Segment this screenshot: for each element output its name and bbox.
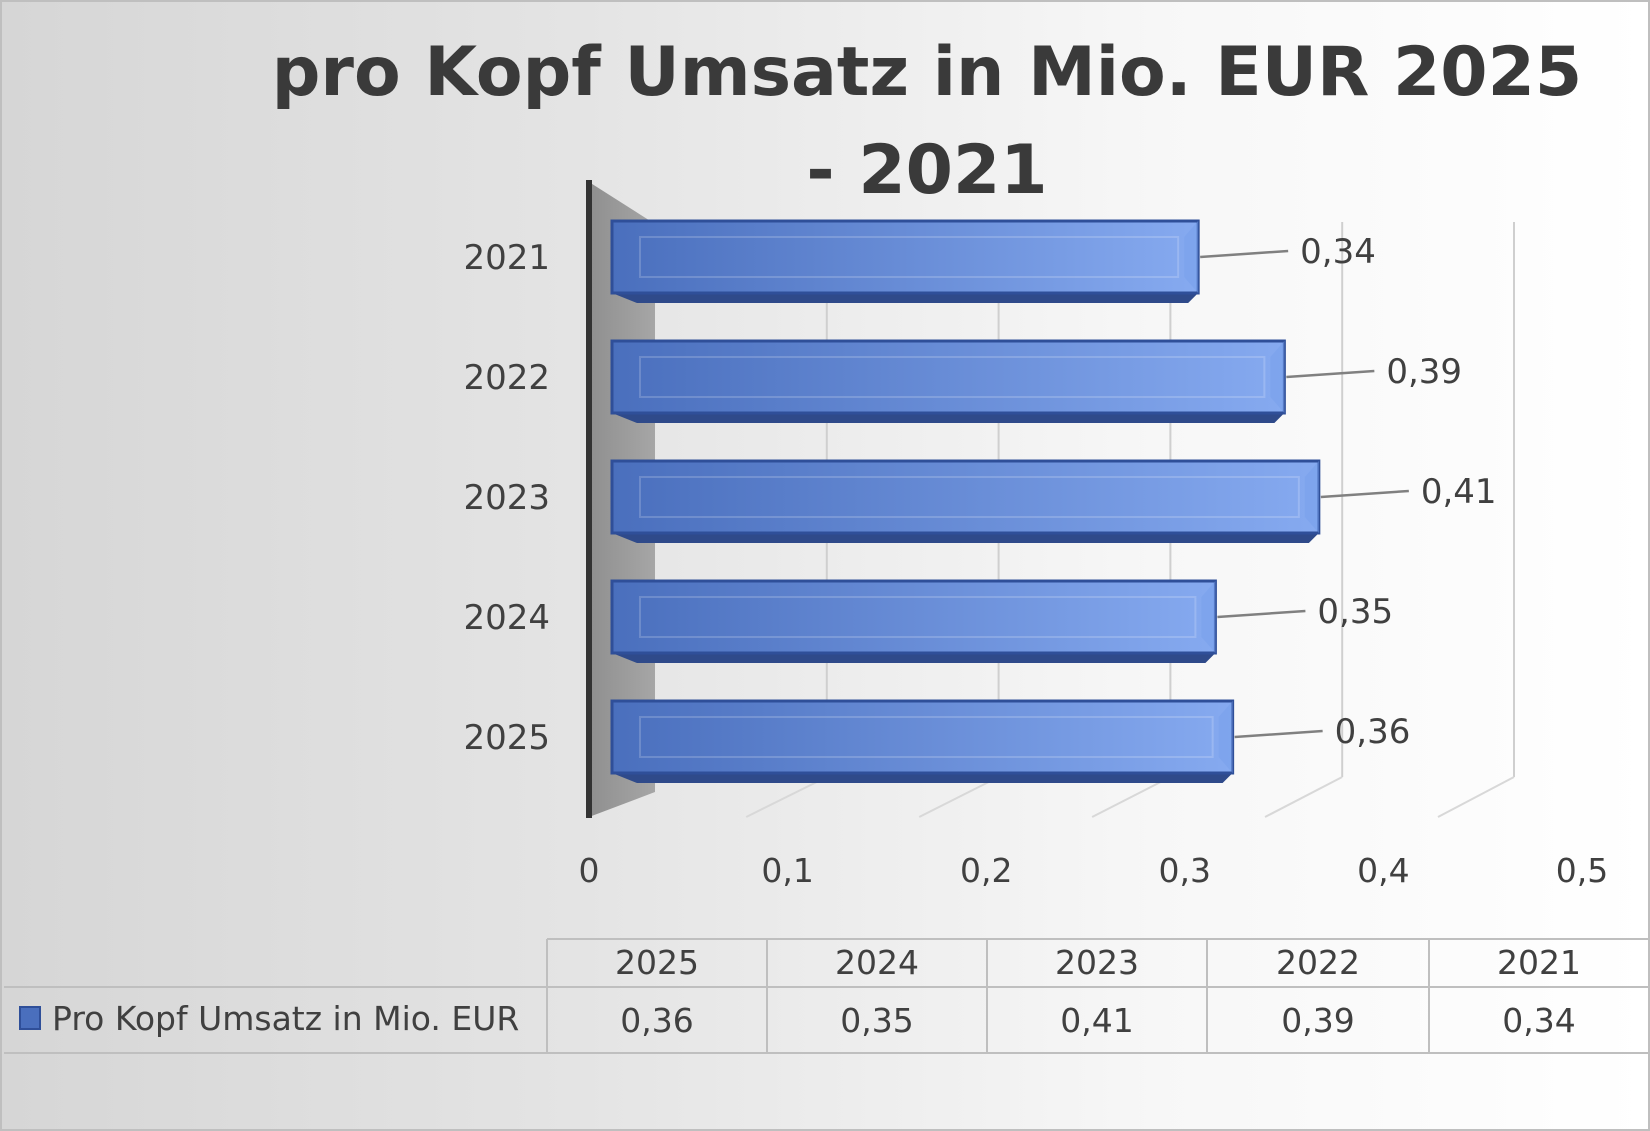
bar-group xyxy=(610,459,1321,543)
floor-gridline xyxy=(918,776,1000,818)
category-label: 2022 xyxy=(463,358,550,398)
x-tick-label: 0,1 xyxy=(761,851,813,890)
table-header: 2023 xyxy=(1055,943,1139,982)
data-label: 0,39 xyxy=(1386,352,1462,392)
bar-end-cap xyxy=(1201,581,1216,653)
category-label: 2023 xyxy=(463,478,550,518)
bar-group xyxy=(610,339,1286,423)
bar-group xyxy=(610,219,1200,303)
bar xyxy=(610,459,1321,535)
data-label: 0,35 xyxy=(1317,592,1393,632)
table-row-label: Pro Kopf Umsatz in Mio. EUR xyxy=(52,999,519,1038)
leader-line xyxy=(1217,609,1306,619)
category-label: 2025 xyxy=(463,718,550,758)
bar-group xyxy=(610,699,1235,783)
bar-end-cap xyxy=(1218,701,1233,773)
data-label: 0,41 xyxy=(1421,472,1497,512)
bar-bevel xyxy=(639,476,1300,518)
floor-gridline xyxy=(1264,776,1343,818)
table-cell: 0,34 xyxy=(1502,1001,1575,1040)
bar xyxy=(610,339,1286,415)
bar-end-cap xyxy=(1304,461,1319,533)
x-tick-label: 0,3 xyxy=(1159,851,1211,890)
x-tick-label: 0,4 xyxy=(1357,851,1409,890)
bar xyxy=(610,579,1217,655)
table-cell: 0,36 xyxy=(620,1001,693,1040)
leader-line xyxy=(1234,729,1323,739)
x-tick-label: 0,2 xyxy=(960,851,1012,890)
bar-group xyxy=(610,579,1217,663)
bar-end-cap xyxy=(1184,221,1199,293)
bar-bevel xyxy=(639,596,1197,638)
floor-gridline xyxy=(1091,776,1171,818)
leader-line xyxy=(1286,369,1375,379)
leader-line xyxy=(1200,249,1289,259)
bar-bottom-face xyxy=(612,293,1199,303)
x-tick-label: 0 xyxy=(579,851,600,890)
table-header: 2025 xyxy=(615,943,699,982)
chart-title: pro Kopf Umsatz in Mio. EUR 2025 - 2021 xyxy=(271,33,1583,210)
data-table: 2025 2024 2023 2022 2021 0,36 0,35 0,41 0,39 0,34… xyxy=(4,938,1648,1054)
bar-bevel xyxy=(639,716,1214,758)
floor-gridline xyxy=(1437,776,1515,818)
table-header: 2024 xyxy=(835,943,919,982)
floor-gridline xyxy=(745,776,828,818)
table-cell: 0,39 xyxy=(1281,1001,1354,1040)
table-cell: 0,35 xyxy=(840,1001,913,1040)
bar xyxy=(610,219,1200,295)
bar xyxy=(610,699,1235,775)
bar-bevel xyxy=(639,236,1180,278)
category-label: 2021 xyxy=(463,238,550,278)
bar-end-cap xyxy=(1270,341,1285,413)
bar-bottom-face xyxy=(612,533,1319,543)
data-label: 0,36 xyxy=(1335,712,1411,752)
bar-bottom-face xyxy=(612,653,1216,663)
data-label: 0,34 xyxy=(1300,232,1376,272)
category-label: 2024 xyxy=(463,598,550,638)
x-tick-label: 0,5 xyxy=(1556,851,1608,890)
leader-line xyxy=(1320,489,1409,499)
bar-bottom-face xyxy=(612,413,1285,423)
bar-bottom-face xyxy=(612,773,1233,783)
table-cell: 0,41 xyxy=(1060,1001,1133,1040)
table-header: 2022 xyxy=(1276,943,1360,982)
bar-bevel xyxy=(639,356,1266,398)
table-header: 2021 xyxy=(1497,943,1581,982)
legend-key xyxy=(19,1006,41,1030)
